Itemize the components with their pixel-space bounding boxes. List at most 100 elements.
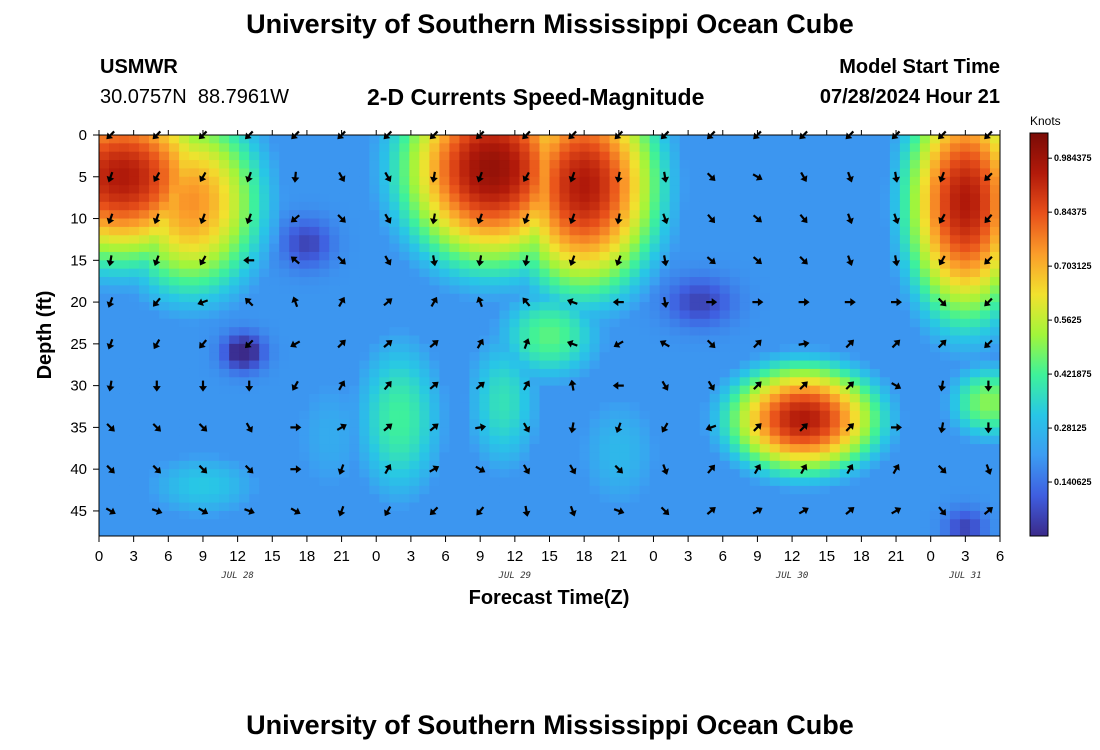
heatmap-cell	[849, 368, 861, 378]
heatmap-cell	[379, 410, 390, 420]
current-arrow	[152, 213, 161, 225]
heatmap-cell	[989, 435, 1000, 445]
heatmap-cell	[409, 260, 420, 270]
current-arrow	[569, 464, 577, 475]
heatmap-cell	[969, 477, 981, 487]
heatmap-cell	[259, 268, 270, 278]
heatmap-cell	[189, 343, 200, 353]
heatmap-cell	[559, 469, 571, 479]
heatmap-cell	[819, 510, 831, 520]
heatmap-cell	[879, 235, 891, 245]
heatmap-cell	[109, 210, 120, 220]
heatmap-cell	[759, 135, 771, 144]
heatmap-cell	[779, 168, 791, 178]
heatmap-cell	[979, 260, 991, 270]
heatmap-cell	[889, 494, 901, 504]
heatmap-cell	[719, 410, 731, 420]
heatmap-cell	[979, 419, 991, 428]
x-tick-label: 18	[299, 548, 316, 565]
heatmap-cell	[749, 494, 761, 504]
heatmap-cell	[559, 335, 571, 345]
heatmap-cell	[699, 427, 711, 437]
heatmap-cell	[369, 452, 380, 462]
heatmap-cell	[409, 377, 420, 387]
heatmap-cell	[439, 377, 450, 387]
heatmap-cell	[219, 343, 230, 353]
heatmap-cell	[899, 519, 911, 529]
heatmap-cell	[489, 485, 501, 495]
heatmap-cell	[569, 519, 581, 529]
heatmap-cell	[279, 360, 290, 370]
heatmap-cell	[359, 510, 370, 520]
heatmap-cell	[839, 318, 851, 328]
heatmap-cell	[369, 494, 380, 504]
heatmap-cell	[259, 452, 270, 462]
heatmap-cell	[839, 143, 851, 153]
heatmap-cell	[129, 335, 140, 345]
heatmap-cell	[889, 527, 901, 536]
heatmap-cell	[179, 143, 190, 153]
heatmap-cell	[789, 143, 801, 153]
heatmap-cell	[839, 477, 851, 487]
heatmap-cell	[369, 185, 380, 195]
heatmap-cell	[499, 452, 511, 462]
heatmap-cell	[169, 143, 180, 153]
heatmap-cell	[389, 510, 400, 520]
heatmap-cell	[409, 318, 420, 328]
heatmap-cell	[769, 460, 781, 470]
current-arrow	[199, 213, 207, 225]
heatmap-cell	[789, 293, 801, 303]
heatmap-cell	[459, 510, 471, 520]
heatmap-cell	[469, 318, 481, 328]
heatmap-cell	[569, 368, 581, 378]
heatmap-cell	[269, 485, 280, 495]
current-arrow	[661, 380, 669, 391]
heatmap-cell	[899, 368, 911, 378]
heatmap-cell	[679, 193, 691, 203]
heatmap-cell	[579, 201, 591, 211]
heatmap-cell	[179, 385, 190, 395]
heatmap-cell	[979, 469, 991, 479]
heatmap-cell	[829, 485, 841, 495]
heatmap-cell	[699, 368, 711, 378]
heatmap-cell	[889, 477, 901, 487]
x-tick-label: 21	[333, 548, 350, 565]
heatmap-cell	[719, 185, 731, 195]
heatmap-cell	[709, 235, 721, 245]
heatmap-cell	[429, 385, 440, 395]
heatmap-cell	[909, 268, 921, 278]
heatmap-cell	[479, 260, 491, 270]
heatmap-cell	[519, 277, 531, 286]
heatmap-cell	[459, 243, 471, 253]
heatmap-cell	[139, 460, 150, 470]
heatmap-cell	[779, 502, 791, 512]
heatmap-cell	[129, 293, 140, 303]
heatmap-cell	[699, 485, 711, 495]
heatmap-cell	[529, 360, 541, 370]
heatmap-cell	[179, 494, 190, 504]
heatmap-cell	[759, 444, 771, 454]
heatmap-cell	[549, 527, 561, 536]
heatmap-cell	[909, 519, 921, 529]
heatmap-cell	[499, 310, 511, 320]
heatmap-cell	[719, 494, 731, 504]
heatmap-cell	[369, 460, 380, 470]
heatmap-cell	[129, 352, 140, 362]
heatmap-cell	[619, 135, 631, 144]
heatmap-cell	[559, 143, 571, 153]
heatmap-cell	[279, 226, 290, 236]
heatmap-cell	[119, 444, 130, 454]
heatmap-cell	[809, 277, 821, 286]
heatmap-cell	[829, 143, 841, 153]
heatmap-cell	[739, 218, 751, 228]
heatmap-cell	[329, 393, 340, 403]
heatmap-cell	[569, 135, 581, 144]
heatmap-cell	[909, 477, 921, 487]
current-arrow	[106, 464, 115, 474]
heatmap-cell	[119, 185, 130, 195]
heatmap-cell	[269, 201, 280, 211]
heatmap-cell	[229, 302, 240, 312]
heatmap-cell	[109, 410, 120, 420]
heatmap-cell	[749, 185, 761, 195]
heatmap-cell	[639, 385, 651, 395]
